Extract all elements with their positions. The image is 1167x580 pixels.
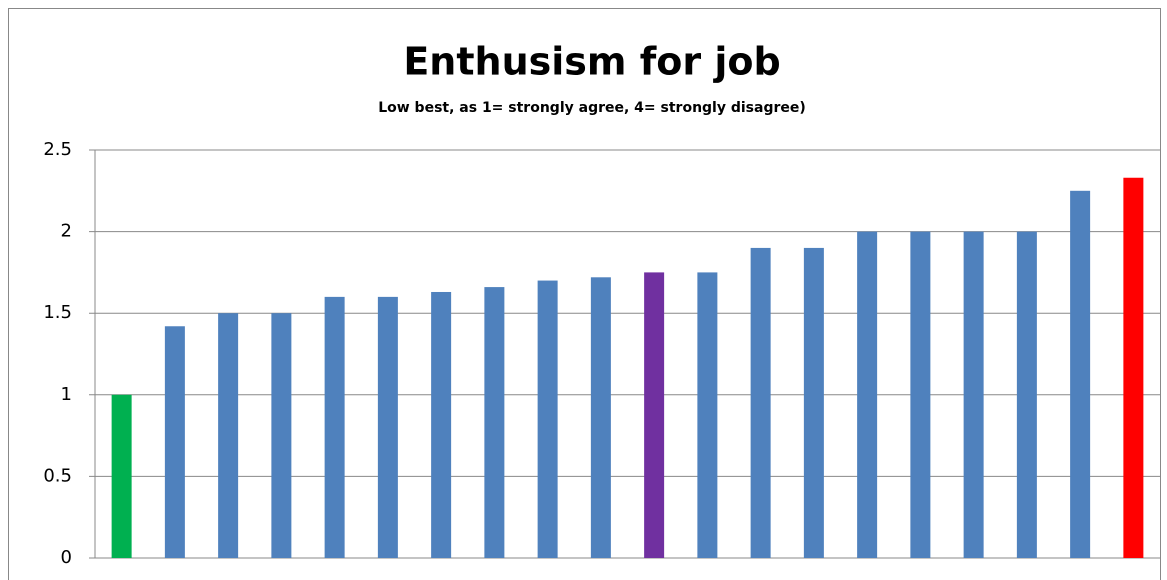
bar	[1123, 177, 1144, 558]
bar	[431, 291, 452, 558]
bar	[218, 313, 239, 558]
bar	[857, 231, 878, 558]
bar	[803, 247, 824, 559]
bar	[324, 296, 345, 558]
chart-frame	[8, 8, 1161, 580]
bar	[537, 280, 558, 558]
bar	[377, 296, 398, 558]
y-tick-label: 2.5	[43, 139, 72, 160]
bar	[271, 313, 292, 558]
bar	[963, 231, 984, 558]
y-tick-label: 1	[61, 384, 72, 405]
y-tick-label: 0.5	[43, 465, 72, 486]
y-tick-label: 2	[61, 221, 72, 242]
chart-title: Enthusism for job	[403, 40, 780, 84]
bar	[1016, 231, 1037, 558]
bar	[910, 231, 931, 558]
bar	[111, 394, 132, 558]
bar	[164, 326, 185, 558]
bar	[644, 272, 665, 558]
bar	[750, 247, 771, 559]
bar	[590, 277, 611, 558]
chart-subtitle: Low best, as 1= strongly agree, 4= stron…	[378, 100, 806, 116]
bar	[484, 287, 505, 558]
bar	[697, 272, 718, 558]
y-tick-label: 0	[61, 547, 72, 568]
y-tick-label: 1.5	[43, 302, 72, 323]
bar	[1070, 190, 1091, 559]
